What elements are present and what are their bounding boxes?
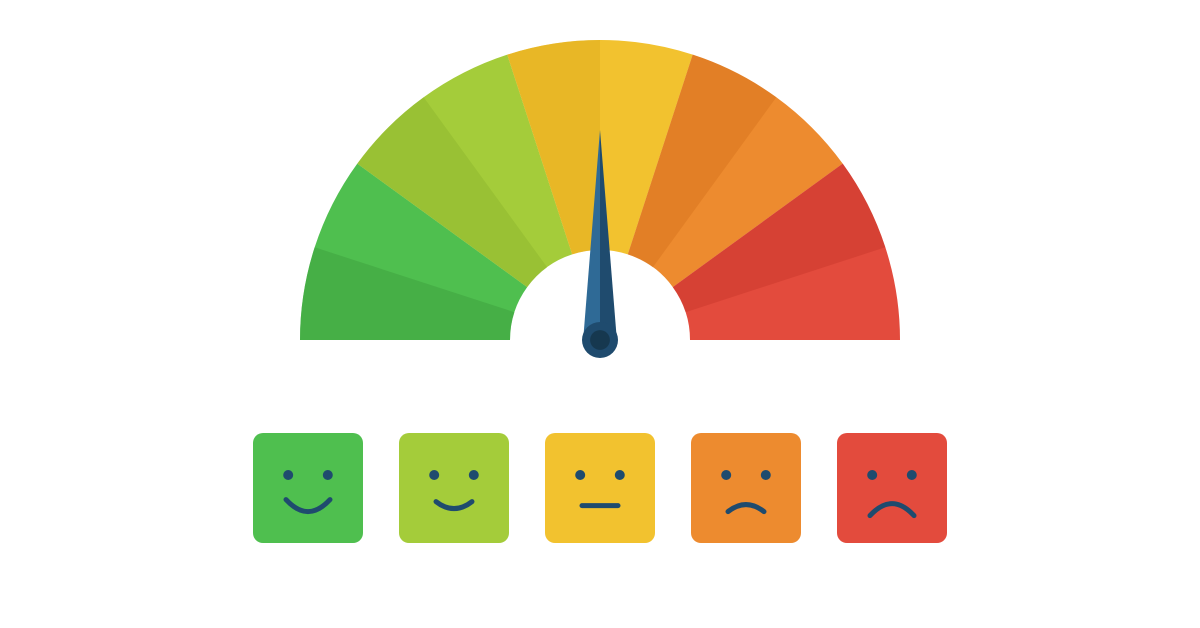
happy-face-icon bbox=[399, 431, 509, 546]
rating-face-very-sad bbox=[837, 433, 947, 543]
rating-face-neutral bbox=[545, 433, 655, 543]
rating-face-happy bbox=[399, 433, 509, 543]
very-sad-face-icon bbox=[837, 431, 947, 546]
rating-faces-row bbox=[253, 433, 947, 543]
gauge-chart bbox=[250, 20, 950, 385]
rating-face-very-happy bbox=[253, 433, 363, 543]
neutral-face-icon bbox=[545, 431, 655, 546]
very-happy-face-icon bbox=[253, 431, 363, 546]
gauge-hub-inner bbox=[590, 330, 610, 350]
sad-face-icon bbox=[691, 431, 801, 546]
satisfaction-meter-infographic bbox=[0, 0, 1200, 628]
rating-face-sad bbox=[691, 433, 801, 543]
